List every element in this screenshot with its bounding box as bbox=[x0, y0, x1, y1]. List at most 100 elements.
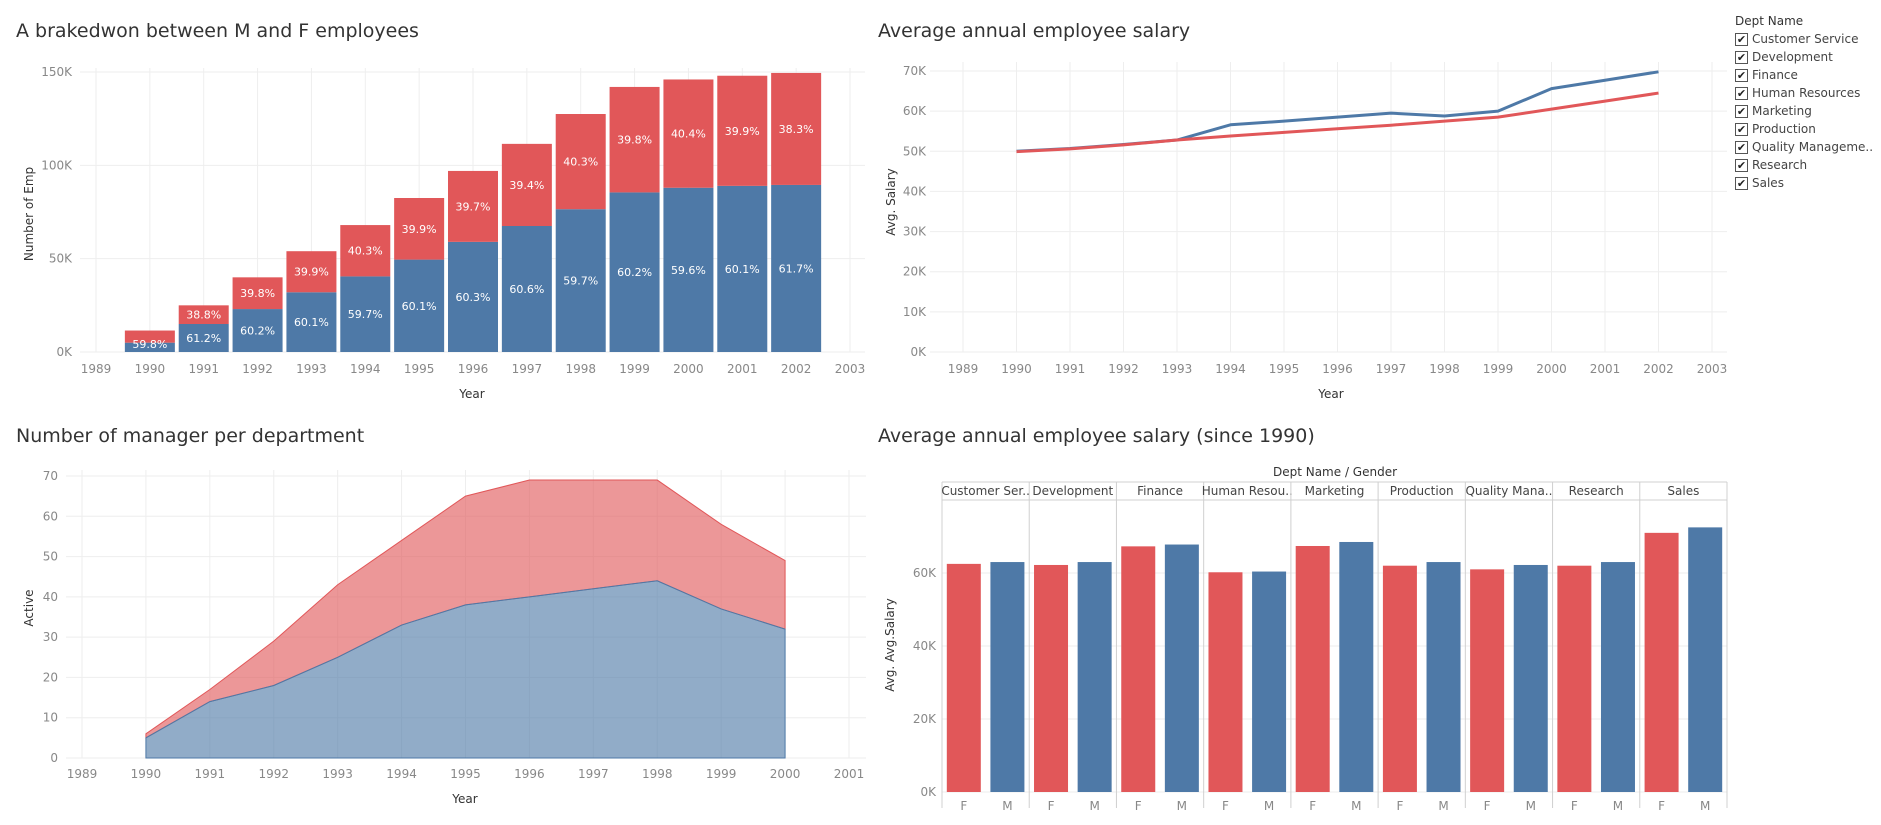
data-label: 60.2% bbox=[240, 325, 275, 338]
y-tick-label: 70 bbox=[43, 469, 58, 483]
y-tick-label: 50 bbox=[43, 550, 58, 564]
area-male bbox=[145, 580, 786, 759]
bar-f bbox=[1557, 565, 1592, 792]
legend-item-label: Finance bbox=[1752, 68, 1798, 82]
legend-item-label: Production bbox=[1752, 122, 1816, 136]
data-label: 39.9% bbox=[725, 125, 760, 138]
x-tick-label: 2002 bbox=[781, 362, 812, 376]
y-tick-label: 20K bbox=[903, 265, 927, 279]
x-tick-label: F bbox=[960, 799, 967, 813]
checkbox-icon[interactable]: ✔ bbox=[1735, 32, 1748, 46]
x-tick-label: 1995 bbox=[1269, 362, 1300, 376]
y-tick-label: 0K bbox=[920, 785, 937, 799]
legend-item[interactable]: ✔ Quality Manageme.. bbox=[1735, 138, 1881, 156]
x-tick-label: 1989 bbox=[81, 362, 112, 376]
bar-f bbox=[1644, 532, 1679, 792]
y-tick-label: 10K bbox=[903, 305, 927, 319]
x-tick-label: 2003 bbox=[1697, 362, 1728, 376]
bar-female bbox=[663, 79, 714, 188]
x-tick-label: 1994 bbox=[386, 767, 417, 781]
x-tick-label: 1998 bbox=[1429, 362, 1460, 376]
y-tick-label: 10 bbox=[43, 711, 58, 725]
x-tick-label: 1991 bbox=[195, 767, 226, 781]
y-tick-label: 30K bbox=[903, 225, 927, 239]
bar-m bbox=[1513, 564, 1548, 792]
bar-f bbox=[1208, 572, 1243, 792]
y-axis-label: Active bbox=[22, 589, 36, 626]
data-label: 59.6% bbox=[671, 264, 706, 277]
legend-item[interactable]: ✔ Finance bbox=[1735, 66, 1881, 84]
x-tick-label: 1996 bbox=[1322, 362, 1353, 376]
data-label: 38.3% bbox=[779, 123, 814, 136]
x-tick-label: 2001 bbox=[834, 767, 865, 781]
checkbox-icon[interactable]: ✔ bbox=[1735, 140, 1748, 154]
bar-male bbox=[124, 342, 175, 352]
legend-item-label: Quality Manageme.. bbox=[1752, 140, 1874, 154]
data-label: 59.7% bbox=[348, 308, 383, 321]
checkbox-icon[interactable]: ✔ bbox=[1735, 158, 1748, 172]
bar-male bbox=[771, 184, 822, 352]
legend-item[interactable]: ✔ Marketing bbox=[1735, 102, 1881, 120]
data-label: 60.1% bbox=[725, 263, 760, 276]
y-tick-label: 40 bbox=[43, 590, 58, 604]
x-tick-label: 1990 bbox=[131, 767, 162, 781]
legend-item-label: Research bbox=[1752, 158, 1808, 172]
x-tick-label: F bbox=[1571, 799, 1578, 813]
bar-female bbox=[448, 170, 498, 242]
bar-female bbox=[555, 114, 606, 210]
bar-female bbox=[286, 251, 337, 293]
bar-female bbox=[232, 277, 283, 310]
chart-title-dept-salary: Average annual employee salary (since 19… bbox=[878, 425, 1315, 447]
legend-item[interactable]: ✔ Customer Service bbox=[1735, 30, 1881, 48]
bar-female bbox=[178, 305, 229, 324]
x-tick-label: 1996 bbox=[458, 362, 489, 376]
y-tick-label: 0K bbox=[56, 345, 73, 359]
x-axis-label: Year bbox=[1317, 387, 1343, 401]
bar-m bbox=[1252, 571, 1287, 792]
legend-item[interactable]: ✔ Research bbox=[1735, 156, 1881, 174]
chart-title-managers: Number of manager per department bbox=[16, 425, 365, 447]
data-label: 60.3% bbox=[456, 291, 491, 304]
x-tick-label: 1996 bbox=[514, 767, 545, 781]
dept-header-label: Quality Mana.. bbox=[1465, 484, 1552, 498]
x-tick-label: 1993 bbox=[1162, 362, 1193, 376]
bar-male bbox=[178, 324, 229, 352]
checkbox-icon[interactable]: ✔ bbox=[1735, 68, 1748, 82]
bar-f bbox=[1034, 564, 1069, 792]
x-tick-label: 1993 bbox=[322, 767, 353, 781]
x-tick-label: 2001 bbox=[727, 362, 758, 376]
checkbox-icon[interactable]: ✔ bbox=[1735, 50, 1748, 64]
checkbox-icon[interactable]: ✔ bbox=[1735, 122, 1748, 136]
x-tick-label: 2003 bbox=[835, 362, 866, 376]
x-tick-label: 1989 bbox=[67, 767, 98, 781]
x-tick-label: 1999 bbox=[1483, 362, 1514, 376]
bar-f bbox=[946, 563, 981, 792]
x-tick-label: 1990 bbox=[1001, 362, 1032, 376]
bar-female bbox=[609, 86, 660, 193]
x-tick-label: 1994 bbox=[350, 362, 381, 376]
legend-item[interactable]: ✔ Human Resources bbox=[1735, 84, 1881, 102]
x-tick-label: 1992 bbox=[1108, 362, 1139, 376]
legend-item-label: Human Resources bbox=[1752, 86, 1861, 100]
checkbox-icon[interactable]: ✔ bbox=[1735, 86, 1748, 100]
y-axis-label: Number of Emp bbox=[22, 167, 36, 261]
legend-item[interactable]: ✔ Sales bbox=[1735, 174, 1881, 192]
bar-m bbox=[1688, 527, 1723, 792]
x-tick-label: 1992 bbox=[258, 767, 289, 781]
dept-header-label: Finance bbox=[1137, 484, 1183, 498]
bar-f bbox=[1382, 565, 1417, 792]
dept-header-label: Sales bbox=[1667, 484, 1699, 498]
x-tick-label: F bbox=[1309, 799, 1316, 813]
checkbox-icon[interactable]: ✔ bbox=[1735, 104, 1748, 118]
x-tick-label: 1993 bbox=[296, 362, 327, 376]
data-label: 60.1% bbox=[294, 316, 329, 329]
x-tick-label: 1989 bbox=[948, 362, 979, 376]
y-tick-label: 50K bbox=[903, 144, 927, 158]
x-tick-label: 1998 bbox=[565, 362, 596, 376]
legend-item[interactable]: ✔ Development bbox=[1735, 48, 1881, 66]
legend-item[interactable]: ✔ Production bbox=[1735, 120, 1881, 138]
checkbox-icon[interactable]: ✔ bbox=[1735, 176, 1748, 190]
y-tick-label: 50K bbox=[49, 252, 73, 266]
dept-header-label: Customer Ser.. bbox=[941, 484, 1030, 498]
data-label: 39.8% bbox=[617, 134, 652, 147]
